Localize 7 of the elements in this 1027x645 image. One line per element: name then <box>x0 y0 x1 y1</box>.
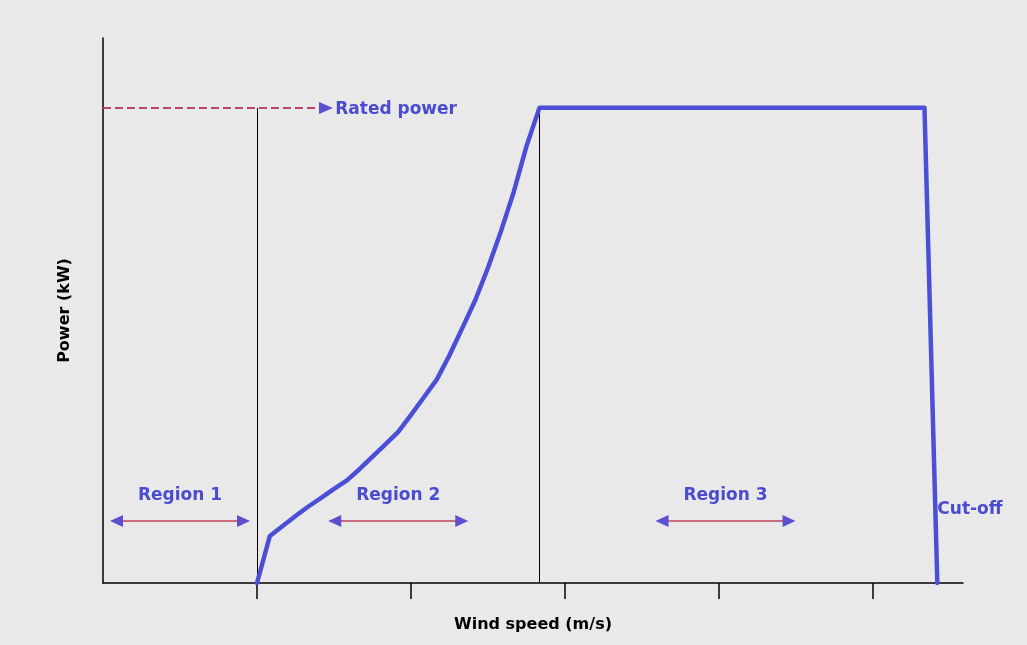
ref-line-label: Rated power <box>335 97 458 118</box>
y-axis-title: Power (kW) <box>53 258 73 363</box>
annotation: Region 3 <box>683 484 768 505</box>
annotation: Cut-off <box>937 498 1003 519</box>
annotation: Region 2 <box>356 484 441 505</box>
x-axis-title: Wind speed (m/s) <box>454 613 612 633</box>
annotation: Region 1 <box>137 484 223 505</box>
